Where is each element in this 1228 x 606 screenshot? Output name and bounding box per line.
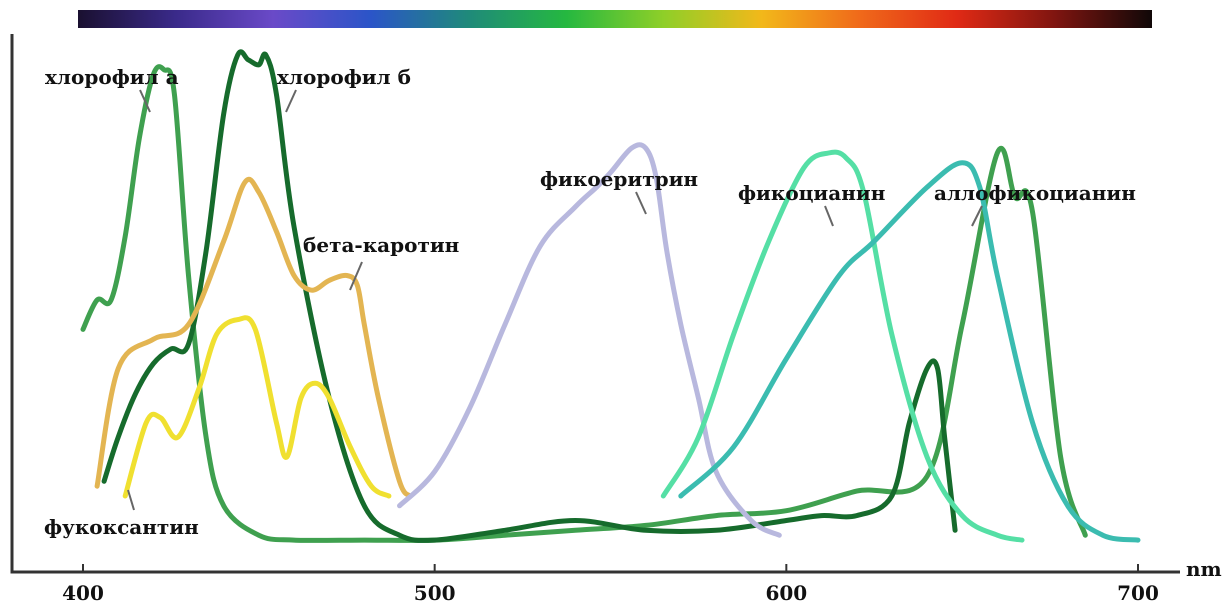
series-label-аллофикоцианин: аллофикоцианин (934, 181, 1136, 205)
leader-line-фикоцианин (824, 205, 834, 227)
leader-line-фукоксантин (127, 489, 135, 511)
x-axis-unit: nm (1186, 557, 1222, 581)
x-tick-label: 400 (62, 581, 104, 605)
x-axis-ticks: 400 500 600 700 (62, 564, 1159, 605)
series-line-фикоцианин (660, 149, 1025, 543)
series-line-фикоеритрин (397, 142, 782, 538)
x-tick-label: 600 (765, 581, 807, 605)
x-tick-label: 500 (414, 581, 456, 605)
series-line-фукоксантин (122, 315, 392, 499)
series-label-фикоеритрин: фикоеритрин (540, 167, 698, 191)
series-labels: хлорофил а хлорофил б бета-каротин фукоксан… (44, 65, 1136, 539)
leader-line-бета-каротин (349, 261, 363, 291)
series-label-фикоцианин: фикоцианин (738, 181, 885, 205)
x-tick-label: 700 (1117, 581, 1159, 605)
leader-line-хлорофил-б (285, 89, 297, 113)
spectrum-color-bar (78, 10, 1152, 28)
leader-line-хлорофил-а (139, 89, 151, 113)
series-line-бета-каротин (94, 176, 413, 499)
series-label-бета-каротин: бета-каротин (303, 233, 459, 257)
series-label-хлорофил-б: хлорофил б (277, 65, 411, 89)
chart-axes (10, 34, 1180, 574)
series-label-фукоксантин: фукоксантин (44, 515, 199, 539)
series-line-аллофикоцианин (678, 160, 1141, 543)
leader-line-фикоеритрин (635, 191, 647, 215)
leader-line-аллофикоцианин (971, 205, 983, 227)
series-curves (80, 49, 1141, 543)
series-label-хлорофил-а: хлорофил а (45, 65, 179, 89)
